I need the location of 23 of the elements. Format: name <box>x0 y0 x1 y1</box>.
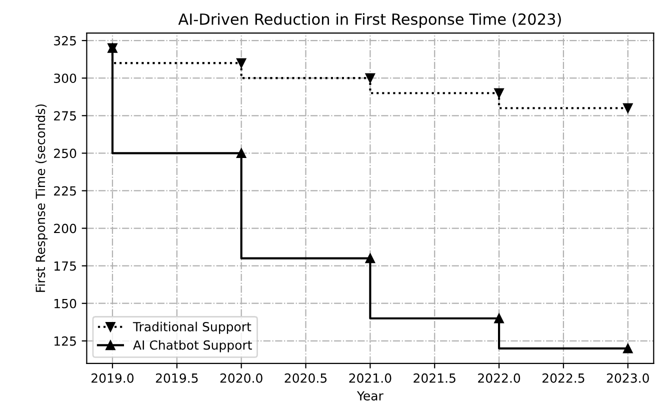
y-axis-title: First Response Time (seconds) <box>35 104 48 292</box>
y-tick-label: 250 <box>54 148 76 158</box>
x-axis-title: Year <box>356 391 384 400</box>
y-tick-label: 200 <box>54 224 76 234</box>
x-tick-label: 2019.0 <box>92 373 134 383</box>
y-tick-label: 175 <box>54 261 76 271</box>
x-tick-label: 2020.0 <box>220 373 262 383</box>
legend-label: AI Chatbot Support <box>133 340 252 352</box>
legend-label: Traditional Support <box>132 322 252 334</box>
y-tick-label: 300 <box>54 74 76 84</box>
x-tick-label: 2023.0 <box>606 373 649 383</box>
x-tick-label: 2021.5 <box>414 373 456 383</box>
y-tick-label: 325 <box>54 36 76 46</box>
y-tick-label: 225 <box>54 186 76 196</box>
y-tick-label: 125 <box>54 336 76 346</box>
x-tick-label: 2019.5 <box>156 373 198 383</box>
x-tick-label: 2022.5 <box>542 373 584 383</box>
x-tick-label: 2021.0 <box>349 373 392 383</box>
chart-title: AI-Driven Reduction in First Response Time (2023) <box>178 13 561 28</box>
x-tick-label: 2020.5 <box>284 373 327 383</box>
x-tick-label: 2022.0 <box>478 373 520 383</box>
y-tick-label: 150 <box>54 298 76 308</box>
y-tick-label: 275 <box>54 111 76 121</box>
